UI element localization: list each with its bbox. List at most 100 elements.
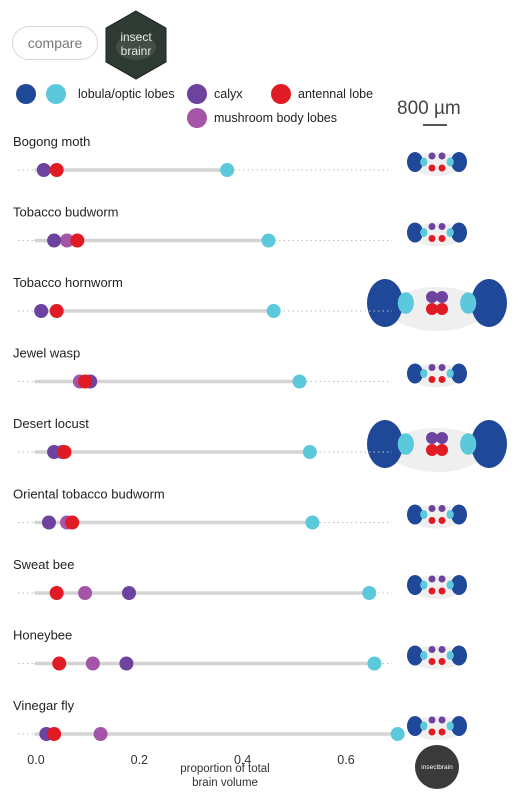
point-lobula-optic-lobes[interactable] — [261, 233, 276, 248]
insectbrain-badge[interactable]: insectbrain — [415, 745, 459, 789]
point-calyx[interactable] — [47, 233, 62, 248]
legend-item-calyx[interactable]: calyx — [187, 84, 242, 104]
calyx-left — [428, 575, 436, 583]
calyx-right — [436, 291, 448, 303]
legend-label-lobula: lobula/optic lobes — [78, 87, 175, 101]
species-row[interactable]: Oriental tobacco budworm — [13, 487, 392, 530]
point-lobula-optic-lobes[interactable] — [362, 586, 377, 600]
point-calyx[interactable] — [34, 304, 49, 318]
species-row[interactable]: Honeybee — [13, 628, 392, 671]
optic-lobe-left — [367, 420, 403, 468]
point-lobula-optic-lobes[interactable] — [367, 656, 382, 671]
brain-thumbnail — [367, 420, 507, 472]
species-label: Tobacco hornworm — [13, 275, 123, 290]
antennal-lobe-right — [436, 444, 448, 456]
lobula-left — [420, 510, 428, 519]
point-mushroom-body-lobes[interactable] — [93, 727, 108, 741]
x-axis-ticks: 0.0 0.2 0.4 0.6 — [27, 753, 354, 767]
point-calyx[interactable] — [122, 586, 136, 600]
calyx-left — [428, 716, 436, 724]
legend-label-mushroom: mushroom body lobes — [214, 111, 337, 125]
chart-rows: Bogong moth Tobacco budworm Tobacco hornwo… — [13, 134, 405, 741]
species-row[interactable]: Tobacco hornworm — [13, 275, 392, 318]
compare-button[interactable]: compare — [12, 26, 98, 60]
brain-thumbnail — [407, 575, 467, 599]
point-antennal-lobe[interactable] — [57, 445, 72, 459]
species-label: Oriental tobacco budworm — [13, 487, 165, 502]
lobula-right — [460, 433, 477, 455]
x-axis-title-line2: brain volume — [192, 777, 258, 789]
insectbrainr-logo[interactable]: insect brainr — [104, 10, 168, 80]
species-label: Sweat bee — [13, 557, 74, 572]
species-label: Tobacco budworm — [13, 205, 119, 220]
calyx-right — [438, 716, 446, 724]
lobula-right — [460, 292, 477, 314]
point-antennal-lobe[interactable] — [47, 727, 62, 741]
species-row[interactable]: Tobacco budworm — [13, 205, 392, 248]
calyx-left — [426, 432, 438, 444]
species-row[interactable]: Jewel wasp — [13, 346, 392, 389]
antennal-lobe-right — [438, 728, 446, 736]
lobula-left — [420, 228, 428, 237]
legend-item-mushroom[interactable]: mushroom body lobes — [187, 108, 337, 128]
species-label: Bogong moth — [13, 134, 90, 149]
point-calyx[interactable] — [36, 163, 51, 177]
brain-thumbnail — [367, 279, 507, 331]
calyx-left — [428, 505, 436, 512]
lobula-left — [420, 580, 428, 590]
antennal-lobe-right — [436, 303, 448, 315]
point-mushroom-body-lobes[interactable] — [78, 586, 93, 600]
calyx-right — [438, 646, 446, 653]
lobula-right — [446, 369, 454, 378]
point-mushroom-body-lobes[interactable] — [85, 656, 100, 671]
species-row[interactable]: Vinegar fly — [13, 698, 405, 741]
calyx-left — [426, 291, 438, 303]
point-calyx[interactable] — [41, 515, 56, 530]
species-label: Vinegar fly — [13, 698, 75, 713]
point-lobula-optic-lobes[interactable] — [390, 727, 405, 741]
point-calyx[interactable] — [47, 445, 62, 459]
point-mushroom-body-lobes[interactable] — [60, 233, 74, 248]
antennal-lobe-left — [428, 587, 436, 595]
optic-lobe-right — [451, 575, 467, 595]
optic-lobe-left — [407, 575, 423, 595]
point-lobula-optic-lobes[interactable] — [305, 515, 320, 530]
optic-lobe-left — [407, 504, 423, 525]
point-lobula-optic-lobes[interactable] — [302, 445, 317, 459]
antennal-lobe-left — [428, 376, 436, 383]
legend-label-calyx: calyx — [214, 87, 243, 101]
brain-thumbnail — [407, 716, 467, 740]
point-antennal-lobe[interactable] — [70, 233, 85, 248]
optic-lobe-left — [367, 279, 403, 327]
optic-lobe-right — [471, 420, 507, 468]
point-antennal-lobe[interactable] — [49, 586, 64, 600]
point-lobula-optic-lobes[interactable] — [266, 304, 281, 318]
point-antennal-lobe[interactable] — [49, 304, 64, 318]
optic-lobe-left — [407, 152, 423, 172]
x-tick-label: 0.4 — [234, 753, 251, 767]
point-lobula-optic-lobes[interactable] — [292, 374, 307, 389]
point-antennal-lobe[interactable] — [52, 656, 67, 671]
calyx-right — [438, 223, 446, 230]
point-antennal-lobe[interactable] — [65, 515, 80, 530]
species-row[interactable]: Desert locust — [13, 416, 392, 459]
species-row[interactable]: Sweat bee — [13, 557, 392, 600]
point-calyx[interactable] — [119, 656, 134, 671]
point-antennal-lobe[interactable] — [78, 374, 93, 389]
legend-item-antennal[interactable]: antennal lobe — [271, 84, 373, 104]
species-row[interactable]: Bogong moth — [13, 134, 392, 177]
optic-lobe-right — [451, 152, 467, 172]
optic-lobe-right — [451, 222, 467, 243]
species-label: Honeybee — [13, 628, 72, 643]
point-lobula-optic-lobes[interactable] — [220, 163, 235, 177]
optic-lobe-right — [471, 279, 507, 327]
antennal-lobe-left — [428, 235, 436, 242]
antennal-lobe-left — [428, 164, 436, 172]
point-antennal-lobe[interactable] — [49, 163, 64, 177]
antennal-lobe-right — [438, 164, 446, 172]
lobula-left — [420, 369, 428, 378]
antennal-lobe-right — [438, 587, 446, 595]
legend-item-lobula[interactable]: lobula/optic lobes — [16, 84, 175, 104]
optic-lobe-right — [451, 645, 467, 666]
lobula-right — [446, 157, 454, 167]
